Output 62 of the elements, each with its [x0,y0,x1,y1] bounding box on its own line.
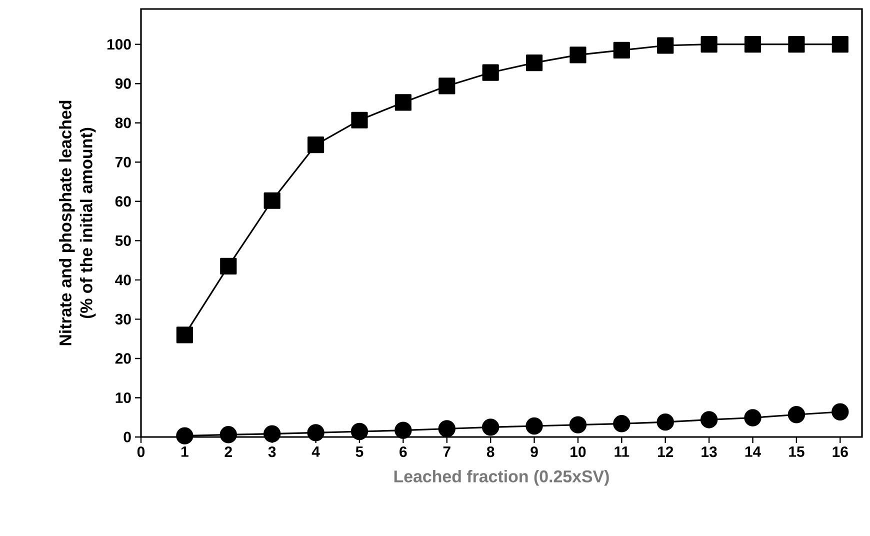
y-axis-title: Nitrate and phosphate leached (% of the initial amount) [59,100,96,346]
point [832,403,849,420]
x-tick-label: 10 [570,446,586,458]
point [176,326,193,344]
point [351,112,368,128]
x-tick-label: 9 [530,446,538,458]
point [220,258,237,274]
y-tick-label: 60 [115,196,131,207]
point [744,409,762,426]
point [482,418,500,436]
point [438,420,456,438]
x-tick-label: 13 [702,446,717,458]
y-tick-label: 90 [115,78,131,89]
x-tick-label: 2 [224,446,232,457]
point [263,425,281,442]
x-tick-label: 8 [486,446,494,458]
y-tick-label: 10 [116,392,131,404]
point [394,422,412,439]
x-tick-label: 7 [443,446,450,457]
x-tick-label: 16 [832,446,848,458]
y-tick-label: 80 [115,118,131,128]
point [526,417,543,435]
x-tick-label: 5 [356,446,364,457]
x-tick-label: 15 [789,446,804,457]
x-tick-label: 1 [181,446,188,457]
y-tick-label: 50 [115,235,131,246]
point [570,46,586,64]
point [526,54,543,72]
point [744,36,762,53]
y-tick-label: 100 [107,39,131,50]
x-tick-label: 4 [312,446,320,457]
point [350,422,368,440]
point [700,36,718,53]
x-tick-label: 12 [658,446,674,457]
y-tick-label: 0 [124,432,131,442]
point [176,427,194,444]
x-tick-label: 3 [268,446,276,458]
point [656,413,674,431]
point [657,37,674,54]
point [438,78,456,94]
point [307,424,324,442]
point [788,406,806,424]
x-axis-title: Leached fraction (0.25xSV) [394,470,609,486]
point [220,426,237,444]
y-tick-label: 40 [115,274,131,286]
point [613,42,630,59]
point [307,136,324,154]
point [788,36,805,53]
x-tick-label: 14 [745,446,761,457]
point [832,36,848,53]
point [613,415,630,432]
y-tick-label: 70 [116,156,131,168]
point [700,411,718,428]
y-tick-label: 30 [115,314,131,325]
x-tick-label: 11 [614,446,630,457]
x-tick-label: 0 [137,446,145,458]
point [569,416,587,434]
y-tick-label: 20 [115,353,131,364]
point [264,192,280,209]
point [482,64,499,81]
x-tick-label: 6 [400,446,407,458]
point [394,94,412,111]
